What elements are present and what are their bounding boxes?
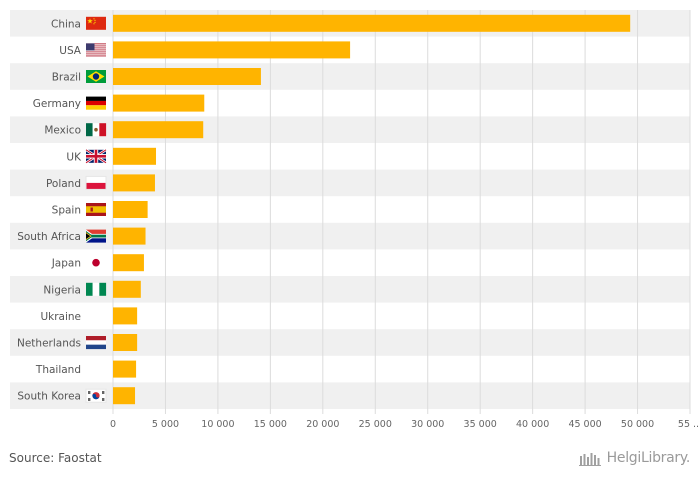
- bar-japan: [113, 254, 144, 272]
- row-band: [10, 222, 690, 250]
- logo-text: HelgiLibrary.: [606, 450, 691, 466]
- bar-chart: 0 5 000 10 000 15 000 20 000 25 000 30 000 35 0…: [10, 10, 700, 430]
- bar-uk: [113, 147, 157, 165]
- netherlands-flag-icon: [86, 336, 106, 350]
- category-label: Thailand: [35, 364, 81, 376]
- x-tick-label: 25 000: [359, 419, 392, 430]
- x-tick-label: 40 000: [516, 419, 549, 430]
- japan-flag-icon: [86, 256, 106, 270]
- row-band: [10, 382, 690, 409]
- row-band: [10, 276, 690, 303]
- bar-china: [113, 14, 631, 32]
- source-note: Source: Faostat: [9, 451, 102, 465]
- bar-poland: [113, 174, 155, 192]
- germany-flag-icon: [86, 96, 106, 110]
- x-tick-label: 30 000: [411, 419, 444, 430]
- spain-flag-icon: [86, 203, 106, 216]
- x-tick-label: 35 000: [464, 419, 497, 430]
- bar-ukraine: [113, 307, 138, 325]
- x-tick-label: 0: [110, 419, 116, 430]
- category-label: South Africa: [17, 231, 81, 243]
- poland-flag-icon: [85, 175, 107, 190]
- category-label: Brazil: [52, 72, 81, 84]
- bar-spain: [113, 201, 148, 218]
- uk-flag-icon: [85, 148, 107, 164]
- bar-nigeria: [113, 280, 141, 298]
- x-tick-label: 50 000: [621, 419, 654, 430]
- bar-thailand: [113, 360, 137, 378]
- x-tick-label: 55 ...: [678, 419, 700, 430]
- category-label: Nigeria: [43, 284, 81, 296]
- row-band: [10, 169, 690, 197]
- x-tick-label: 20 000: [306, 419, 339, 430]
- bar-south-korea: [113, 387, 136, 405]
- x-tick-label: 45 000: [568, 419, 601, 430]
- usa-flag-icon: [86, 43, 106, 57]
- bar-mexico: [113, 121, 204, 139]
- nigeria-flag-icon: [86, 282, 107, 296]
- category-label: China: [51, 18, 81, 30]
- row-band: [10, 116, 690, 143]
- row-band: [10, 63, 690, 90]
- china-flag-icon: [86, 16, 106, 30]
- bar-brazil: [113, 68, 261, 85]
- category-label: Poland: [46, 178, 81, 190]
- category-label: South Korea: [17, 391, 81, 403]
- x-tick-label: 10 000: [201, 419, 234, 430]
- library-logo-icon: [578, 453, 601, 466]
- helgilibrary-logo[interactable]: HelgiLibrary.: [578, 450, 691, 466]
- bar-usa: [113, 41, 351, 59]
- x-tick-label: 15 000: [254, 419, 287, 430]
- category-label: UK: [66, 151, 82, 163]
- bar-germany: [113, 94, 205, 112]
- brazil-flag-icon: [86, 70, 106, 83]
- bar-south-africa: [113, 227, 146, 245]
- category-label: Japan: [51, 258, 81, 270]
- bar-netherlands: [113, 334, 138, 351]
- category-label: Germany: [33, 98, 81, 110]
- category-label: Spain: [52, 205, 81, 217]
- category-label: USA: [59, 45, 82, 57]
- category-label: Mexico: [44, 125, 81, 137]
- x-tick-label: 5 000: [152, 419, 179, 430]
- category-label: Netherlands: [17, 338, 81, 350]
- category-label: Ukraine: [40, 311, 81, 323]
- mexico-flag-icon: [86, 123, 107, 137]
- row-band: [10, 329, 690, 356]
- south-korea-flag-icon: [85, 388, 107, 403]
- south-africa-flag-icon: [86, 229, 106, 243]
